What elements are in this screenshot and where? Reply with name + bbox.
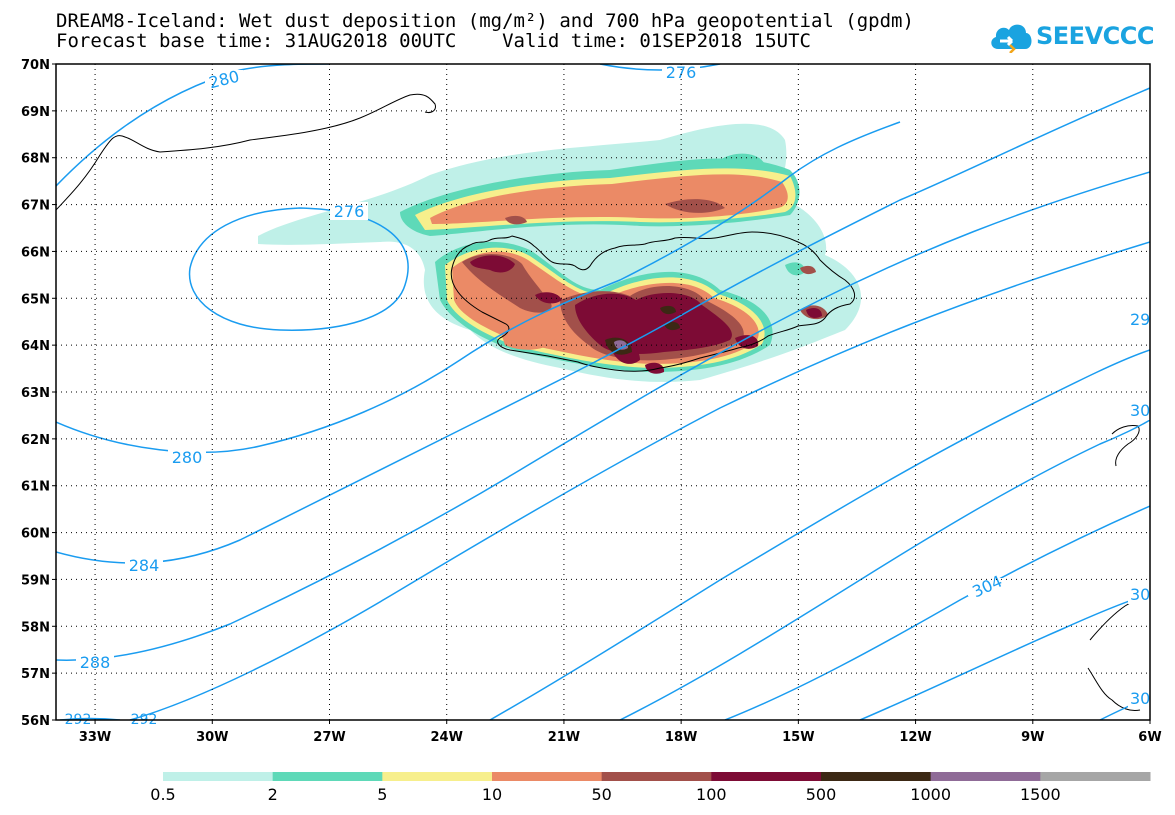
contour-300	[619, 419, 1150, 720]
lon-label: 24W	[430, 730, 462, 745]
lon-label: 12W	[899, 730, 931, 745]
colorbar-label: 1000	[910, 785, 951, 804]
colorbar-swatch	[601, 772, 712, 781]
seevccc-logo: SEEVCCC	[988, 16, 1155, 56]
lat-label: 65N	[21, 292, 50, 307]
lon-label: 21W	[548, 730, 580, 745]
colorbar-swatch	[821, 772, 932, 781]
contour-280-main	[56, 121, 901, 453]
contour-label: 29	[1130, 310, 1150, 329]
colorbar-label: 5	[377, 785, 387, 804]
colorbar-label: 0.5	[150, 785, 175, 804]
colorbar-label: 100	[696, 785, 727, 804]
lon-label: 6W	[1138, 730, 1161, 745]
colorbar-label: 50	[591, 785, 611, 804]
faroe-shetland-coast	[1111, 425, 1140, 467]
contour-280-north	[56, 64, 331, 187]
contour-label: 30	[1130, 689, 1150, 708]
map-title: DREAM8-Iceland: Wet dust deposition (mg/…	[56, 10, 914, 32]
geopotential-contours	[56, 64, 1150, 720]
lat-label: 57N	[21, 667, 50, 682]
colorbar-swatch	[930, 772, 1041, 781]
forecast-time-line: Forecast base time: 31AUG2018 00UTC Vali…	[56, 30, 811, 52]
lat-label: 68N	[21, 152, 50, 167]
contour-label: 280	[172, 448, 203, 467]
lon-label: 30W	[196, 730, 228, 745]
lon-label: 9W	[1021, 730, 1044, 745]
contour-284	[56, 87, 1150, 564]
lat-label: 58N	[21, 620, 50, 635]
contour-label: 276	[334, 202, 365, 221]
lat-label: 59N	[21, 573, 50, 588]
lon-label: 15W	[782, 730, 814, 745]
colorbar-swatch	[1040, 772, 1151, 781]
colorbar-label: 2	[268, 785, 278, 804]
colorbar-swatch	[711, 772, 822, 781]
lon-label: 18W	[665, 730, 697, 745]
contour-292-b	[129, 241, 1150, 720]
lat-label: 66N	[21, 245, 50, 260]
contour-label: 304	[969, 572, 1005, 602]
lat-label: 61N	[21, 480, 50, 495]
colorbar-label: 1500	[1020, 785, 1061, 804]
lon-label: 27W	[313, 730, 345, 745]
lat-label: 63N	[21, 386, 50, 401]
lat-label: 56N	[21, 714, 50, 729]
colorbar-swatch	[163, 772, 274, 781]
lat-label: 67N	[21, 199, 50, 214]
lat-label: 70N	[21, 58, 50, 73]
lat-label: 64N	[21, 339, 50, 354]
lon-label: 33W	[79, 730, 111, 745]
colorbar-swatch	[492, 772, 603, 781]
cloud-icon	[991, 24, 1032, 53]
colorbar-label: 10	[482, 785, 502, 804]
contour-label: 30	[1130, 585, 1150, 604]
dust-deposition-field	[258, 123, 862, 382]
contour-label: 276	[666, 63, 697, 82]
lat-label: 62N	[21, 433, 50, 448]
contour-308	[859, 593, 1150, 720]
colorbar-swatch	[382, 772, 493, 781]
contour-labels: 280 276 276 280 284 288 292 292 29 304 3…	[65, 63, 1151, 728]
lat-label: 60N	[21, 527, 50, 542]
colorbar: 0.5 2 5 10 50 100 500 1000 1500	[150, 772, 1151, 804]
contour-276-north	[599, 64, 721, 71]
contour-304	[724, 505, 1150, 720]
colorbar-swatch	[272, 772, 383, 781]
colorbar-label: 500	[806, 785, 837, 804]
contour-label: 284	[129, 556, 160, 575]
logo-text: SEEVCCC	[1036, 22, 1155, 50]
contour-288	[56, 171, 1150, 661]
lat-label: 69N	[21, 105, 50, 120]
greenland-coast	[56, 93, 436, 211]
axis-ticks: 70N 69N 68N 67N 66N 65N 64N 63N 62N 61N 60N 59N 58N 5…	[21, 58, 1162, 745]
contour-label: 288	[80, 653, 111, 672]
contour-296	[489, 349, 1150, 720]
iceland-coast	[450, 231, 856, 372]
contour-276-closed	[188, 207, 409, 331]
contour-label: 30	[1130, 401, 1150, 420]
